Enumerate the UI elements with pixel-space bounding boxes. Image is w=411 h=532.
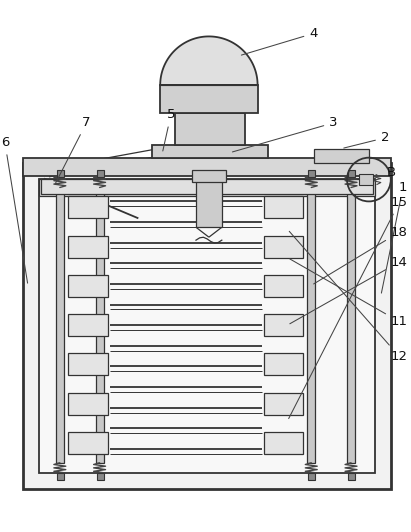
Bar	[160, 85, 258, 113]
Bar	[175, 113, 245, 145]
Bar	[57, 170, 64, 177]
Bar	[68, 432, 108, 454]
Bar	[359, 173, 373, 186]
Bar	[23, 163, 391, 488]
Bar	[196, 176, 222, 227]
Bar	[263, 314, 303, 336]
Bar	[97, 473, 104, 480]
Text: 11: 11	[290, 259, 408, 328]
Bar	[39, 179, 375, 473]
Bar	[263, 353, 303, 375]
Bar	[68, 236, 108, 257]
Text: B: B	[387, 166, 396, 179]
Polygon shape	[160, 36, 258, 85]
Text: 12: 12	[289, 231, 408, 363]
Text: 6: 6	[1, 136, 28, 283]
Bar	[263, 196, 303, 218]
Text: 4: 4	[241, 27, 318, 55]
Bar	[41, 179, 373, 194]
Text: 3: 3	[233, 117, 338, 152]
Bar	[68, 196, 108, 218]
Bar	[347, 187, 355, 463]
Bar	[96, 187, 104, 463]
Bar	[348, 170, 355, 177]
Text: 2: 2	[344, 131, 389, 148]
Bar	[263, 393, 303, 414]
Bar	[307, 187, 315, 463]
Bar	[192, 170, 226, 181]
Bar	[68, 314, 108, 336]
Bar	[308, 170, 315, 177]
Bar	[23, 157, 391, 176]
Text: 5: 5	[163, 109, 175, 151]
Bar	[68, 393, 108, 414]
Bar	[152, 145, 268, 157]
Bar	[39, 179, 375, 196]
Text: 15: 15	[289, 196, 408, 419]
Text: 7: 7	[55, 117, 91, 184]
Bar	[314, 149, 369, 163]
Bar	[348, 473, 355, 480]
Bar	[263, 432, 303, 454]
Bar	[308, 473, 315, 480]
Bar	[57, 473, 64, 480]
Bar	[68, 275, 108, 297]
Bar	[263, 236, 303, 257]
Text: 1: 1	[381, 181, 407, 293]
Bar	[68, 353, 108, 375]
Bar	[56, 187, 64, 463]
Text: 14: 14	[290, 255, 408, 324]
Bar	[263, 275, 303, 297]
Text: 18: 18	[314, 226, 408, 284]
Bar	[97, 170, 104, 177]
